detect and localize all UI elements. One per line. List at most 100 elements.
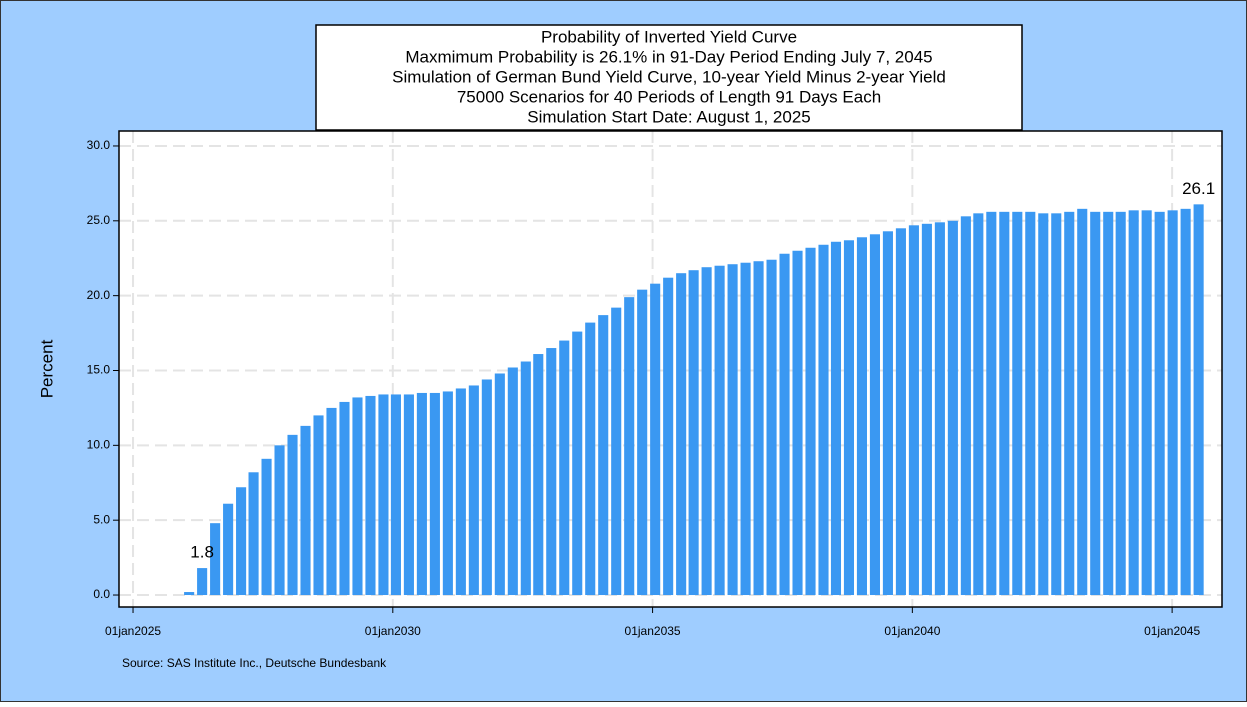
- bar: [921, 223, 932, 596]
- bar: [197, 568, 208, 596]
- bar: [779, 253, 790, 596]
- y-tick-label: 5.0: [93, 512, 110, 526]
- bar: [869, 234, 880, 596]
- bar: [1025, 211, 1036, 596]
- bar: [533, 354, 544, 596]
- x-tick-label: 01jan2035: [625, 624, 681, 638]
- value-label: 1.8: [190, 543, 214, 562]
- bar: [274, 445, 285, 596]
- bar: [999, 211, 1010, 596]
- bar: [701, 267, 712, 596]
- bar: [1115, 211, 1126, 596]
- bar: [429, 392, 440, 596]
- y-tick-label: 30.0: [87, 138, 111, 152]
- value-label: 26.1: [1182, 179, 1215, 198]
- bar: [934, 222, 945, 596]
- bar: [947, 220, 958, 596]
- bar: [650, 283, 661, 596]
- bar: [468, 385, 479, 596]
- bar: [261, 458, 272, 596]
- bar: [300, 425, 311, 596]
- plot-frame: [118, 130, 1223, 608]
- bar: [714, 265, 725, 596]
- bar: [1193, 204, 1204, 596]
- bar: [184, 592, 195, 596]
- chart-title: Simulation Start Date: August 1, 2025: [527, 107, 811, 126]
- bar: [792, 250, 803, 596]
- bar: [598, 315, 609, 596]
- bar: [416, 392, 427, 596]
- bar: [908, 225, 919, 596]
- y-tick-label: 15.0: [87, 363, 111, 377]
- x-tick-label: 01jan2025: [105, 624, 161, 638]
- bar: [740, 262, 751, 596]
- bar: [688, 270, 699, 596]
- bar: [1180, 208, 1191, 596]
- bar: [559, 340, 570, 596]
- bar: [663, 277, 674, 596]
- chart-title: 75000 Scenarios for 40 Periods of Length…: [457, 87, 881, 106]
- bar: [1154, 211, 1165, 596]
- bar: [1064, 211, 1075, 596]
- y-tick-label: 25.0: [87, 213, 111, 227]
- x-tick-label: 01jan2045: [1144, 624, 1200, 638]
- x-tick-label: 01jan2040: [884, 624, 940, 638]
- bar: [481, 379, 492, 596]
- bar: [611, 307, 622, 596]
- bar: [572, 331, 583, 596]
- bar: [830, 241, 842, 596]
- bar: [352, 397, 363, 596]
- bar: [895, 228, 906, 596]
- source-note: Source: SAS Institute Inc., Deutsche Bun…: [122, 656, 387, 670]
- title-box: [315, 24, 1023, 131]
- bar: [1077, 208, 1088, 596]
- chart-title: Simulation of German Bund Yield Curve, 1…: [392, 67, 946, 86]
- bar: [210, 523, 221, 596]
- bar: [1051, 213, 1062, 596]
- bar: [843, 240, 855, 596]
- chart-title: Probability of Inverted Yield Curve: [541, 27, 797, 46]
- bar: [287, 434, 298, 596]
- bar: [1038, 213, 1049, 596]
- bar: [326, 407, 337, 596]
- bar: [856, 237, 868, 596]
- y-tick-label: 20.0: [87, 288, 111, 302]
- bar: [494, 373, 505, 596]
- bar: [339, 401, 350, 596]
- bar: [403, 394, 414, 596]
- bar: [520, 361, 531, 596]
- bar: [766, 259, 777, 596]
- bar: [676, 273, 687, 596]
- bar: [236, 487, 247, 596]
- bar: [637, 289, 648, 596]
- bar: [973, 213, 984, 596]
- bar: [585, 322, 596, 596]
- bar: [365, 395, 376, 596]
- bar: [248, 472, 259, 596]
- bar: [960, 216, 971, 596]
- bar: [1103, 211, 1114, 596]
- bar: [1090, 211, 1101, 596]
- bar: [546, 348, 557, 596]
- bar: [727, 264, 738, 596]
- bar: [818, 244, 829, 596]
- bar: [986, 211, 997, 596]
- bar: [378, 394, 389, 596]
- bar: [1128, 210, 1139, 596]
- bar: [313, 415, 324, 596]
- bar: [624, 297, 635, 596]
- bar: [223, 503, 234, 596]
- bar: [1141, 210, 1152, 596]
- y-tick-label: 10.0: [87, 438, 111, 452]
- bar: [805, 247, 816, 596]
- bar: [442, 391, 453, 596]
- bar: [455, 388, 466, 596]
- chart-title: Maxmimum Probability is 26.1% in 91-Day …: [405, 47, 932, 66]
- bar: [1167, 210, 1178, 596]
- bar: [882, 231, 893, 596]
- y-tick-label: 0.0: [93, 587, 110, 601]
- bar: [753, 261, 764, 596]
- y-axis-label: Percent: [37, 339, 56, 398]
